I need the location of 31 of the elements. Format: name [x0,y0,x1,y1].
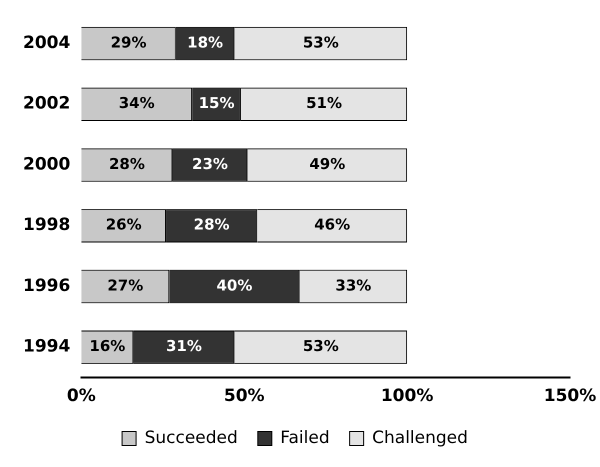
legend-label: Succeeded [144,428,238,448]
data-label: 26% [106,216,142,234]
x-tick-label: 100% [380,386,434,406]
data-label: 51% [306,94,342,112]
data-label: 15% [198,94,234,112]
legend-label: Challenged [372,428,468,448]
x-tick-label: 50% [224,386,265,406]
x-tick-label: 150% [544,386,596,406]
data-label: 18% [187,33,224,52]
data-label: 23% [192,154,228,173]
data-label: 53% [302,337,339,356]
y-tick-label: 1998 [22,215,70,236]
data-label: 29% [110,33,147,52]
data-label: 33% [335,276,372,294]
y-tick-label: 2000 [22,154,70,174]
y-tick-label: 2002 [22,94,70,114]
data-label: 49% [309,154,346,173]
data-label: 31% [166,337,202,356]
data-label: 28% [108,154,145,173]
data-label: 16% [89,337,126,356]
data-label: 34% [118,94,155,112]
y-tick-label: 1996 [22,276,70,296]
y-tick-label: 2004 [22,32,70,53]
x-tick-label: 0% [66,386,96,406]
y-tick-label: 1994 [22,336,70,357]
data-label: 40% [216,276,252,294]
data-label: 53% [302,33,339,52]
data-label: 28% [194,216,230,234]
legend-label: Failed [280,428,330,448]
data-label: 27% [107,276,144,294]
data-label: 46% [314,216,350,234]
